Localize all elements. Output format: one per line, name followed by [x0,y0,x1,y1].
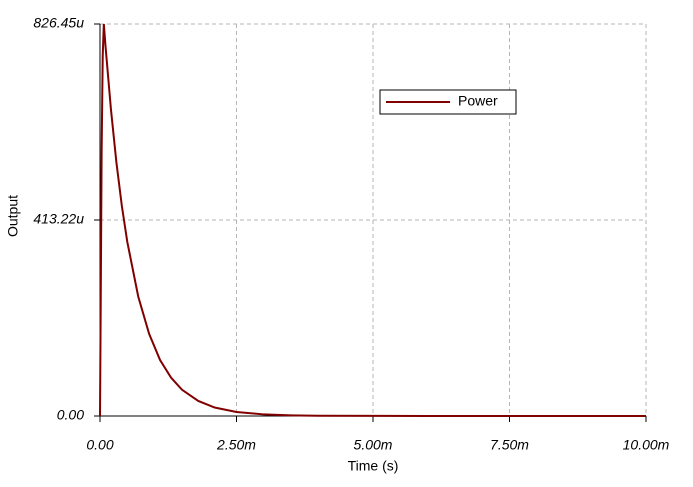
legend-label: Power [458,93,498,109]
x-tick-label: 2.50m [216,437,256,453]
x-tick-label: 5.00m [354,437,393,453]
y-tick-label: 0.00 [57,407,84,423]
series-line [99,23,646,417]
y-axis-label: Output [5,195,21,237]
x-tick-label: 10.00m [623,437,670,453]
x-axis-label: Time (s) [348,458,399,474]
y-tick-label: 826.45u [33,15,84,31]
y-tick-label: 413.22u [33,211,84,227]
x-tick-label: 0.00 [86,437,113,453]
x-tick-label: 7.50m [490,437,529,453]
